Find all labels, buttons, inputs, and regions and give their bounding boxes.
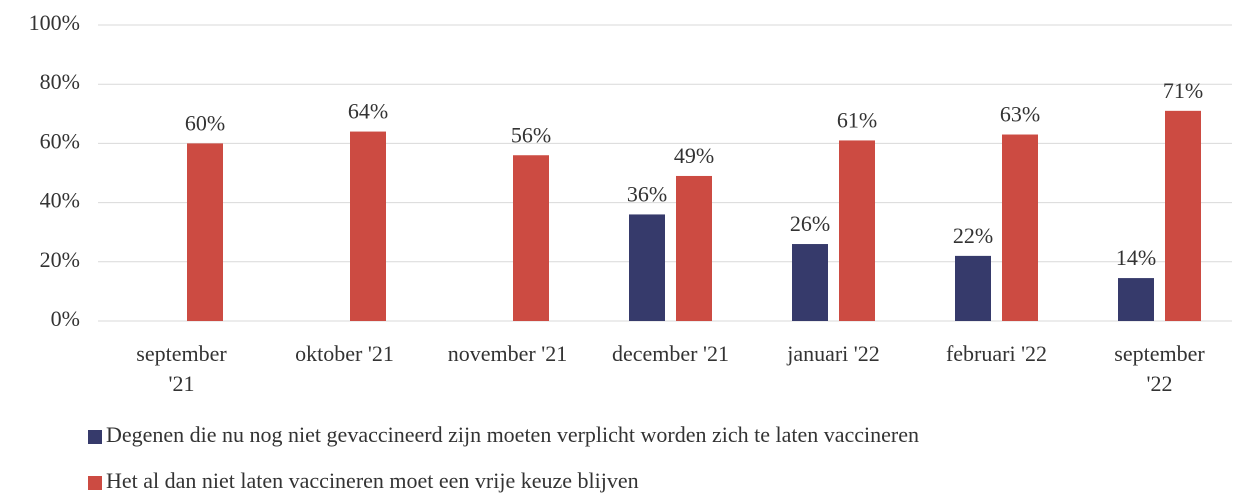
legend-label: Het al dan niet laten vaccineren moet ee… (106, 468, 639, 493)
x-tick-label: december '21 (612, 341, 729, 366)
value-label: 60% (185, 110, 225, 135)
value-label: 71% (1163, 78, 1203, 103)
x-tick-label-line: '22 (1147, 371, 1173, 396)
bar (629, 214, 665, 321)
x-tick-label-line: november '21 (448, 341, 567, 366)
x-tick-label: oktober '21 (295, 341, 394, 366)
value-label: 63% (1000, 102, 1040, 127)
bar (1002, 134, 1038, 321)
x-tick-label: januari '22 (786, 341, 880, 366)
bar (955, 255, 991, 321)
x-tick-label-line: oktober '21 (295, 341, 394, 366)
y-tick-label: 20% (40, 247, 80, 272)
x-tick-label: september '22 (1114, 341, 1205, 396)
bar (1165, 110, 1201, 321)
legend-swatch (88, 476, 102, 490)
y-tick-label: 100% (29, 10, 80, 35)
x-tick-label-line: december '21 (612, 341, 729, 366)
x-tick-label-line: september (136, 341, 227, 366)
bar (1118, 278, 1154, 321)
value-label: 61% (837, 107, 877, 132)
value-label: 36% (627, 181, 667, 206)
bar (792, 244, 828, 321)
x-tick-label-line: '21 (169, 371, 195, 396)
x-tick-label-line: februari '22 (946, 341, 1047, 366)
value-label: 56% (511, 122, 551, 147)
bar (513, 155, 549, 321)
y-tick-label: 60% (40, 128, 80, 153)
bar (676, 175, 712, 321)
y-tick-label: 0% (51, 306, 80, 331)
x-tick-label: november '21 (448, 341, 567, 366)
legend-swatch (88, 430, 102, 444)
legend-label: Degenen die nu nog niet gevaccineerd zij… (106, 422, 919, 447)
value-label: 26% (790, 211, 830, 236)
y-tick-label: 80% (40, 69, 80, 94)
x-tick-label: februari '22 (946, 341, 1047, 366)
bar (187, 143, 223, 321)
bar (350, 131, 386, 321)
x-tick-label-line: januari '22 (786, 341, 880, 366)
y-tick-label: 40% (40, 188, 80, 213)
value-label: 64% (348, 99, 388, 124)
value-label: 14% (1116, 245, 1156, 270)
bar (839, 140, 875, 321)
x-tick-label: september '21 (136, 341, 227, 396)
value-label: 22% (953, 223, 993, 248)
value-label: 49% (674, 143, 714, 168)
x-tick-label-line: september (1114, 341, 1205, 366)
